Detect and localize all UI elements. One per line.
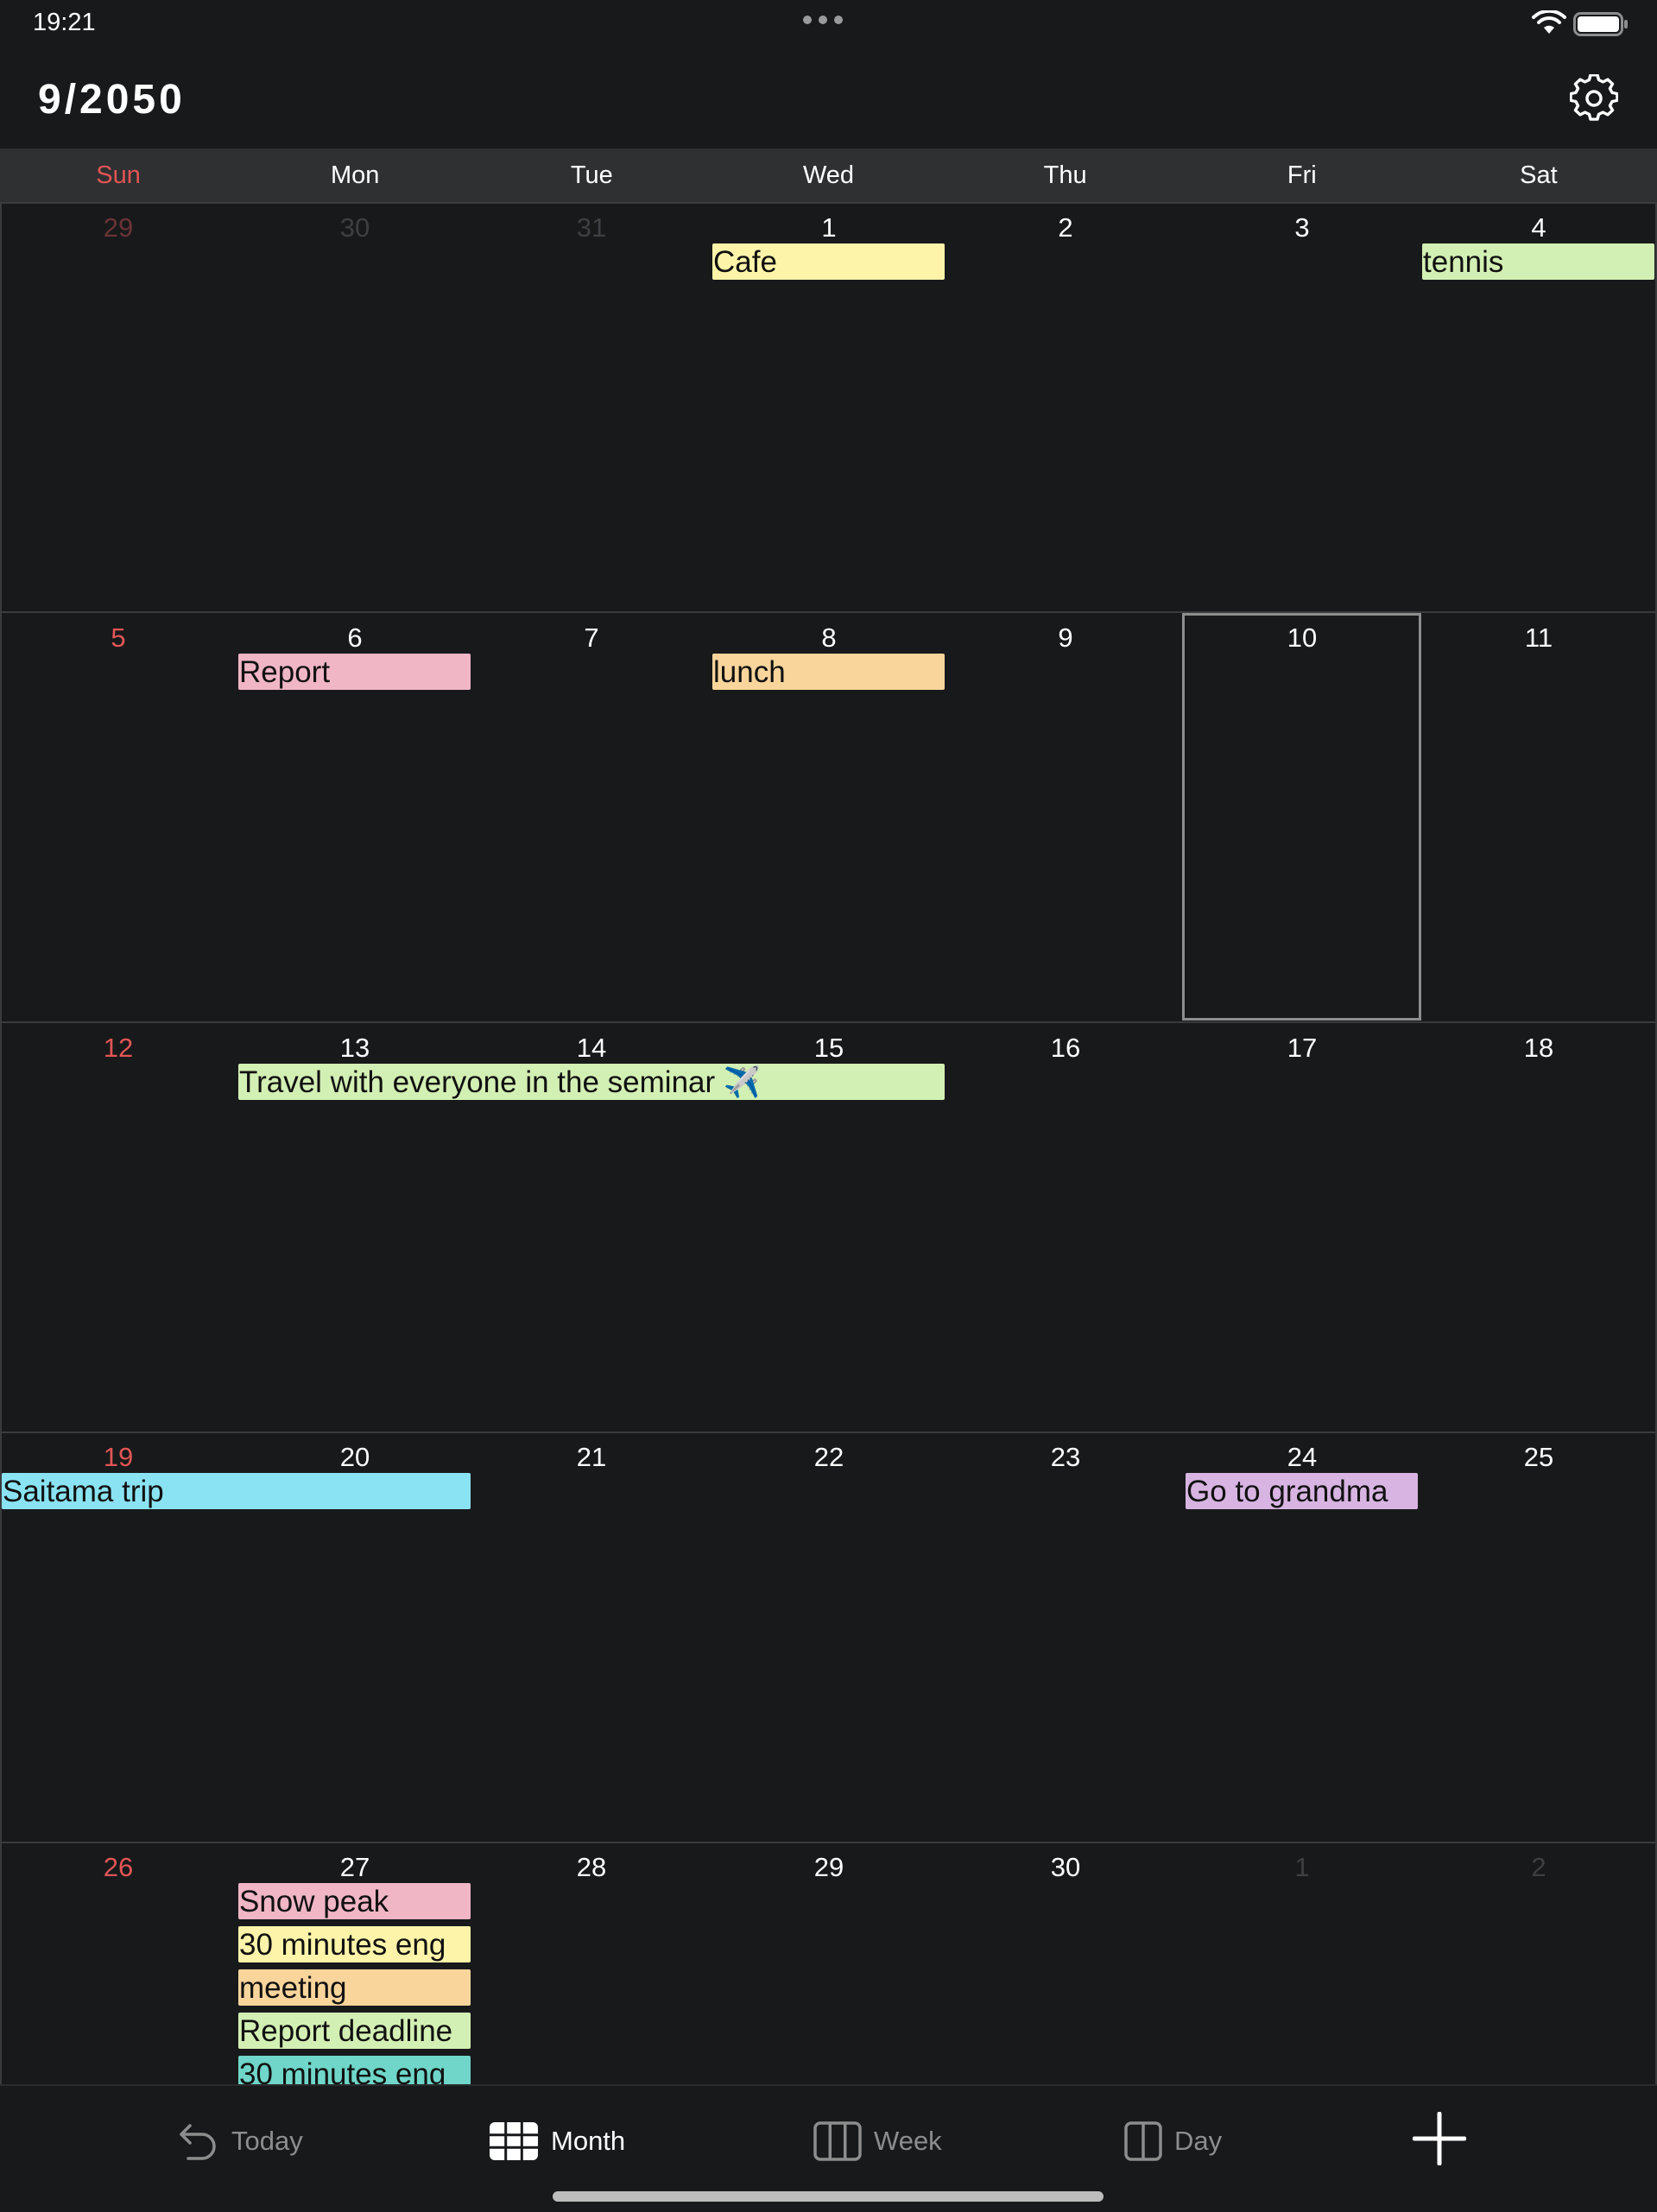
tab-bar: Today Month Week Day <box>0 2084 1657 2212</box>
status-bar: 19:21 <box>0 0 1657 48</box>
day-cell-number[interactable]: 2 <box>1531 1852 1546 1882</box>
calendar-event[interactable]: 30 minutes eng <box>238 1926 471 1962</box>
day-split-icon <box>1124 2121 1162 2161</box>
day-cell-number[interactable]: 10 <box>1287 623 1318 653</box>
month-title: 9/2050 <box>38 77 186 123</box>
day-cell-number[interactable]: 1 <box>821 212 837 243</box>
day-cell-number[interactable]: 12 <box>103 1033 134 1063</box>
day-cell-number[interactable]: 31 <box>576 212 607 243</box>
day-cell-number[interactable]: 20 <box>339 1442 370 1472</box>
day-cell-number[interactable]: 24 <box>1287 1442 1318 1472</box>
weekday-thu: Thu <box>1043 161 1087 189</box>
tab-day-label: Day <box>1174 2126 1223 2156</box>
weekday-fri: Fri <box>1287 161 1317 189</box>
day-cell-number[interactable]: 16 <box>1050 1033 1081 1063</box>
day-cell-number[interactable]: 29 <box>813 1852 844 1882</box>
day-cell-number[interactable]: 23 <box>1050 1442 1081 1472</box>
day-cell-number[interactable]: 14 <box>576 1033 607 1063</box>
day-cell-number[interactable]: 3 <box>1294 212 1310 243</box>
tab-month-label: Month <box>551 2126 626 2156</box>
day-cell-number[interactable]: 26 <box>103 1852 134 1882</box>
tab-today-label: Today <box>231 2126 303 2156</box>
calendar-event[interactable]: Saitama trip <box>2 1473 471 1509</box>
selected-day-highlight <box>1182 613 1421 1021</box>
day-cell-number[interactable]: 4 <box>1531 212 1546 243</box>
wifi-icon <box>1532 10 1566 34</box>
day-cell-number[interactable]: 19 <box>103 1442 134 1472</box>
tab-month[interactable]: Month <box>489 2117 625 2165</box>
month-grid-icon <box>490 2122 538 2160</box>
weekday-sat: Sat <box>1520 161 1558 189</box>
grid-edge <box>1655 202 1657 2084</box>
day-cell-number[interactable]: 30 <box>339 212 370 243</box>
day-cell-number[interactable]: 15 <box>813 1033 844 1063</box>
calendar-event[interactable]: Cafe <box>712 243 945 280</box>
calendar-event[interactable]: meeting <box>238 1969 471 2006</box>
tab-day[interactable]: Day <box>1124 2117 1222 2165</box>
day-cell-number[interactable]: 29 <box>103 212 134 243</box>
week-divider <box>0 1842 1657 1843</box>
weekday-sun: Sun <box>96 161 141 189</box>
week-divider <box>0 611 1657 613</box>
calendar-event[interactable]: Report deadline <box>238 2013 471 2049</box>
status-time: 19:21 <box>33 9 96 36</box>
weekday-tue: Tue <box>570 161 613 189</box>
tab-week-label: Week <box>874 2126 942 2156</box>
weekday-header: Sun Mon Tue Wed Thu Fri Sat <box>0 149 1657 202</box>
day-cell-number[interactable]: 25 <box>1523 1442 1554 1472</box>
undo-arrow-icon <box>180 2124 216 2160</box>
day-cell-number[interactable]: 8 <box>821 623 837 653</box>
week-divider <box>0 1431 1657 1433</box>
calendar-event[interactable]: lunch <box>712 654 945 690</box>
month-grid: 29 30 31 1 2 3 4 5 6 7 8 9 10 11 12 13 14 15 16 17 18 19 20 21 2… <box>0 202 1657 2092</box>
calendar-event[interactable]: Snow peak <box>238 1883 471 1919</box>
day-cell-number[interactable]: 9 <box>1058 623 1073 653</box>
multitasking-dots-icon[interactable] <box>803 16 843 24</box>
day-cell-number[interactable]: 5 <box>111 623 126 653</box>
day-cell-number[interactable]: 17 <box>1287 1033 1318 1063</box>
home-indicator <box>553 2191 1104 2202</box>
weekday-wed: Wed <box>802 161 855 189</box>
add-event-plus-icon[interactable] <box>1413 2112 1466 2165</box>
week-divider <box>0 1021 1657 1023</box>
calendar-event[interactable]: 30 minutes eng <box>238 2056 471 2092</box>
day-cell-number[interactable]: 18 <box>1523 1033 1554 1063</box>
week-divider <box>0 202 1657 204</box>
day-cell-number[interactable]: 21 <box>576 1442 607 1472</box>
day-cell-number[interactable]: 7 <box>584 623 599 653</box>
day-cell-number[interactable]: 11 <box>1524 623 1553 653</box>
calendar-event[interactable]: Travel with everyone in the seminar ✈️ <box>238 1064 945 1100</box>
day-cell-number[interactable]: 13 <box>339 1033 370 1063</box>
calendar-event[interactable]: tennis <box>1422 243 1654 280</box>
header: 9/2050 <box>0 48 1657 149</box>
day-cell-number[interactable]: 30 <box>1050 1852 1081 1882</box>
battery-icon <box>1573 12 1628 36</box>
day-cell-number[interactable]: 27 <box>339 1852 370 1882</box>
calendar-event[interactable]: Report <box>238 654 471 690</box>
day-cell-number[interactable]: 1 <box>1294 1852 1310 1882</box>
calendar-event[interactable]: Go to grandma <box>1186 1473 1418 1509</box>
tab-today[interactable]: Today <box>178 2117 303 2165</box>
day-cell-number[interactable]: 22 <box>813 1442 844 1472</box>
day-cell-number[interactable]: 2 <box>1058 212 1073 243</box>
grid-edge <box>0 202 2 2084</box>
tab-week[interactable]: Week <box>813 2117 942 2165</box>
weekday-mon: Mon <box>331 161 380 189</box>
week-columns-icon <box>813 2121 862 2161</box>
day-cell-number[interactable]: 28 <box>576 1852 607 1882</box>
day-cell-number[interactable]: 6 <box>347 623 363 653</box>
settings-gear-icon[interactable] <box>1570 74 1618 123</box>
